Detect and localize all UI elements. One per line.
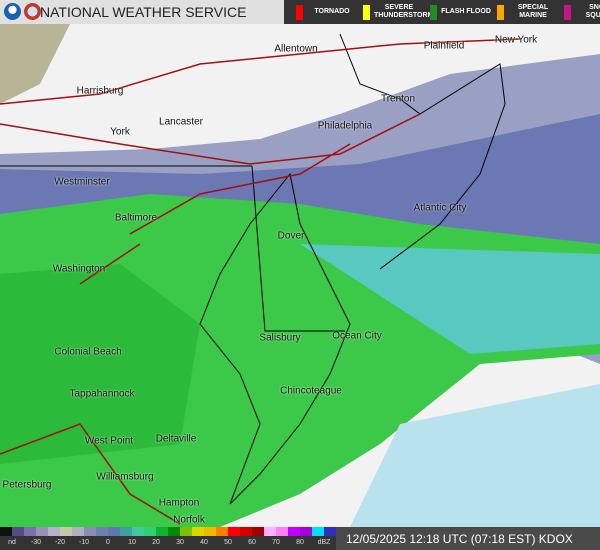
city-label: Williamsburg <box>96 471 154 483</box>
colorbar-tick: 10 <box>128 539 136 546</box>
colorbar-tick: 40 <box>200 539 208 546</box>
noaa-logo <box>4 3 21 20</box>
warning-item: SNOW SQUALL <box>564 4 600 20</box>
city-label: Trenton <box>380 93 416 105</box>
city-label: Allentown <box>274 43 318 55</box>
warning-label: SPECIAL MARINE <box>517 4 549 19</box>
city-label: Harrisburg <box>76 85 124 97</box>
radar-teal-band <box>300 244 600 354</box>
city-label: Colonial Beach <box>54 346 122 358</box>
city-label: Norfolk <box>173 514 205 526</box>
city-label: Tappahannock <box>69 388 135 400</box>
colorbar-tick: 0 <box>106 539 110 546</box>
colorbar-segment <box>96 527 108 536</box>
timestamp: 12/05/2025 12:18 UTC (07:18 EST) KDOX <box>336 527 600 550</box>
interstate-highways <box>0 38 521 525</box>
logos <box>4 3 41 20</box>
colorbar-segment <box>120 527 132 536</box>
terrain-area <box>0 24 70 104</box>
header: NATIONAL WEATHER SERVICE TORNADO SEVERE T… <box>0 0 600 24</box>
city-label: Chincoteague <box>280 385 342 397</box>
colorbar-segment <box>300 527 312 536</box>
warning-label: SNOW SQUALL <box>585 4 600 19</box>
colorbar-tick: 50 <box>224 539 232 546</box>
warning-label: FLASH FLOOD <box>441 8 491 15</box>
colorbar-tick: 20 <box>152 539 160 546</box>
warning-label: SEVERE THUNDERSTORM <box>374 4 434 19</box>
city-label: York <box>110 126 130 138</box>
city-label: Plainfield <box>423 40 465 52</box>
colorbar-segment <box>228 527 240 536</box>
colorbar-segment <box>180 527 192 536</box>
colorbar-segment <box>276 527 288 536</box>
site-title: NATIONAL WEATHER SERVICE <box>40 4 247 20</box>
city-label: Philadelphia <box>317 120 373 132</box>
colorbar-tick: -10 <box>78 539 90 546</box>
warning-label: TORNADO <box>314 8 350 15</box>
warning-item: FLASH FLOOD <box>430 4 491 20</box>
warning-swatch <box>497 4 504 20</box>
colorbar-segment <box>288 527 300 536</box>
city-label: Westminster <box>54 176 110 188</box>
colorbar-segment <box>264 527 276 536</box>
ocean-clear <box>350 384 600 527</box>
warning-swatch <box>430 4 437 20</box>
state-borders <box>0 165 345 332</box>
city-label: Atlantic City <box>413 202 467 214</box>
warning-swatch <box>564 4 571 20</box>
colorbar-segment <box>252 527 264 536</box>
colorbar-segment <box>192 527 204 536</box>
colorbar-segment <box>72 527 84 536</box>
colorbar-segment <box>204 527 216 536</box>
colorbar-tick: dBZ <box>317 539 331 546</box>
colorbar-segment <box>84 527 96 536</box>
colorbar-segment <box>168 527 180 536</box>
coastline-delmarva <box>199 172 351 505</box>
city-label: Ocean City <box>332 330 382 342</box>
colorbar-tick: 80 <box>296 539 304 546</box>
reflectivity-colorbar <box>0 527 336 536</box>
city-label: Petersburg <box>2 479 52 491</box>
colorbar-segment <box>60 527 72 536</box>
colorbar-segment <box>312 527 324 536</box>
colorbar-segment <box>156 527 168 536</box>
city-label: Dover <box>277 230 305 242</box>
warning-item: SPECIAL MARINE <box>497 4 558 20</box>
city-label: Washington <box>52 263 106 275</box>
city-label: Salisbury <box>259 332 301 344</box>
city-label: Lancaster <box>159 116 203 128</box>
warning-item: TORNADO <box>296 4 357 20</box>
city-label: West Point <box>84 435 134 447</box>
city-label: Deltaville <box>155 433 197 445</box>
nws-logo <box>24 3 41 20</box>
warning-legend: TORNADO SEVERE THUNDERSTORM FLASH FLOOD SPE… <box>284 0 600 24</box>
city-label: New York <box>494 34 538 46</box>
colorbar-segment <box>132 527 144 536</box>
warning-swatch <box>296 4 303 20</box>
radar-map[interactable] <box>0 24 600 527</box>
colorbar-segment <box>144 527 156 536</box>
colorbar-tick: 60 <box>248 539 256 546</box>
colorbar-segment <box>36 527 48 536</box>
colorbar-tick: -20 <box>54 539 66 546</box>
colorbar-segment <box>240 527 252 536</box>
colorbar-tick: nd <box>8 539 16 546</box>
colorbar-segment <box>12 527 24 536</box>
colorbar-segment <box>0 527 12 536</box>
radar-heavy-precip <box>0 264 200 464</box>
reflectivity-legend: nd -30 -20 -10 0 10 20 30 40 50 60 70 80 dBZ <box>0 527 336 550</box>
colorbar-segment <box>216 527 228 536</box>
city-label: Baltimore <box>114 212 158 224</box>
colorbar-segment <box>48 527 60 536</box>
warning-item: SEVERE THUNDERSTORM <box>363 4 434 20</box>
colorbar-tick: -30 <box>30 539 42 546</box>
colorbar-segment <box>108 527 120 536</box>
colorbar-tick: 30 <box>176 539 184 546</box>
colorbar-tick: 70 <box>272 539 280 546</box>
colorbar-segment <box>324 527 336 536</box>
colorbar-segment <box>24 527 36 536</box>
city-label: Hampton <box>158 497 200 509</box>
warning-swatch <box>363 4 370 20</box>
coastline-nj <box>339 33 506 270</box>
